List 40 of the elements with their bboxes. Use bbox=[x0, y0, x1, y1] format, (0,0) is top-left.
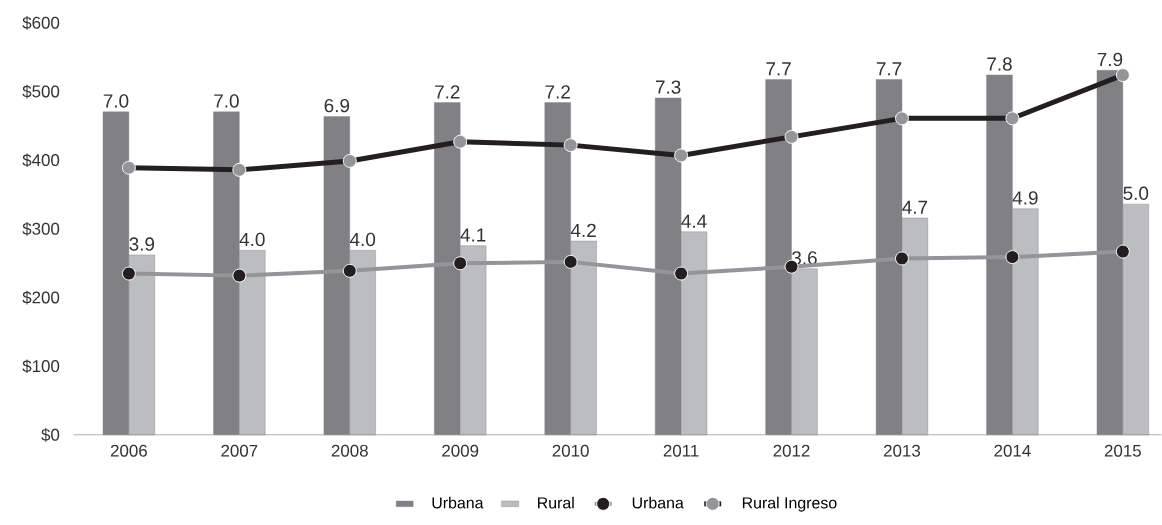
legend-label: Rural Ingreso bbox=[742, 497, 837, 512]
data-label: 7.0 bbox=[214, 94, 239, 108]
data-label: 4.9 bbox=[1012, 191, 1038, 205]
data-label: 4.0 bbox=[239, 232, 265, 247]
x-tick-label: 2009 bbox=[442, 444, 479, 457]
x-tick-label: 2008 bbox=[331, 444, 368, 457]
y-tick-label: $300 bbox=[22, 222, 60, 236]
data-label: 6.9 bbox=[324, 99, 350, 113]
x-tick-label: 2015 bbox=[1104, 444, 1141, 457]
y-tick-label: $100 bbox=[22, 359, 60, 374]
x-tick-label: 2014 bbox=[994, 444, 1031, 457]
data-label: 7.7 bbox=[766, 62, 791, 76]
y-tick-label: $600 bbox=[22, 16, 60, 30]
y-tick-label: $400 bbox=[22, 153, 60, 168]
data-label: 7.2 bbox=[435, 85, 460, 99]
legend-label: Rural bbox=[538, 497, 574, 509]
data-label: 7.2 bbox=[545, 85, 570, 99]
data-label: 4.7 bbox=[902, 201, 928, 215]
data-label: 4.4 bbox=[681, 214, 707, 228]
x-tick-label: 2013 bbox=[884, 444, 921, 457]
legend-label: Urbana bbox=[432, 497, 484, 509]
data-label: 7.9 bbox=[1097, 52, 1123, 67]
y-tick-label: $0 bbox=[41, 428, 60, 443]
data-label: 7.8 bbox=[987, 57, 1012, 71]
y-tick-label: $200 bbox=[22, 290, 60, 305]
data-label: 4.2 bbox=[570, 223, 596, 238]
data-label: 3.9 bbox=[129, 237, 155, 251]
legend-label: Urbana bbox=[632, 497, 684, 509]
data-label: 5.0 bbox=[1123, 186, 1149, 201]
data-label: 4.0 bbox=[350, 232, 376, 247]
x-tick-label: 2010 bbox=[552, 444, 589, 457]
data-label: 7.7 bbox=[876, 62, 902, 76]
x-tick-label: 2012 bbox=[773, 444, 810, 457]
x-tick-label: 2011 bbox=[663, 444, 699, 457]
x-tick-label: 2007 bbox=[221, 444, 258, 457]
data-label: 7.3 bbox=[655, 80, 681, 95]
y-tick-label: $500 bbox=[22, 84, 60, 99]
data-label: 7.0 bbox=[103, 94, 129, 108]
data-label: 4.1 bbox=[460, 228, 486, 242]
x-tick-label: 2006 bbox=[110, 444, 147, 457]
